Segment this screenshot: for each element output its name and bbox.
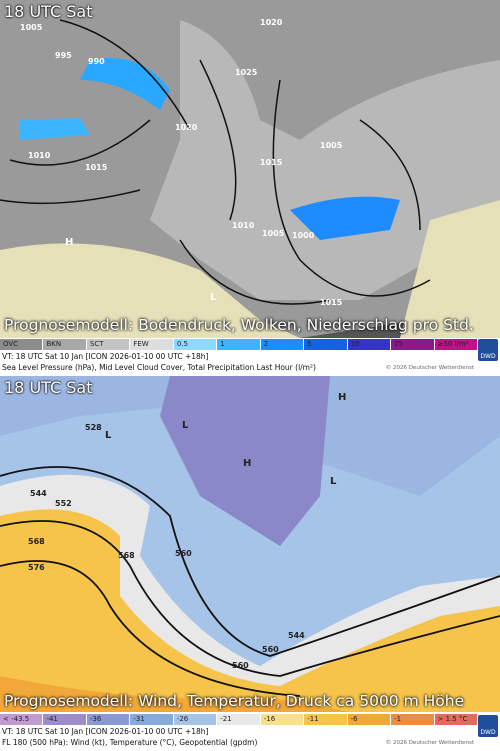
legend-item: -6	[347, 714, 392, 725]
map-label: L	[105, 430, 112, 441]
map-label: 1005	[262, 229, 285, 238]
legend-item: BKN	[43, 339, 87, 350]
copyright: © 2026 Deutscher Wetterdienst	[385, 740, 474, 746]
map-label: 1015	[320, 298, 343, 307]
map-label: 528	[85, 423, 102, 432]
map-label: 552	[55, 499, 72, 508]
caption: Prognosemodell: Wind, Temperatur, Druck …	[4, 692, 465, 710]
map-label: L	[210, 292, 217, 303]
legend-item: 5	[304, 339, 348, 350]
isobar	[0, 19, 431, 305]
map-label: 995	[55, 51, 72, 60]
precip	[290, 196, 400, 240]
panel-surface: 1005 995 990 1020 1025 1010 1015 1020 1015 1005 10…	[0, 0, 500, 374]
panel-upper-air: 528 544 552 560 568 576 560 544 560 568 L L H L H 18 U…	[0, 376, 500, 750]
time-label: 18 UTC Sat	[4, 2, 93, 21]
precip	[20, 118, 90, 140]
map-label: 544	[30, 489, 47, 498]
legend-item: -36	[86, 714, 131, 725]
land	[150, 20, 500, 300]
map-label: 560	[232, 661, 249, 670]
map-label: 1005	[20, 23, 43, 32]
map-label: 568	[118, 551, 135, 560]
legend: < -43.5 -41 -36 -31 -26 -21 -16 -11 -6 -1 > 1.5 °C	[0, 714, 478, 725]
legend-item: -31	[130, 714, 174, 725]
map-label: H	[243, 458, 251, 469]
copyright: © 2026 Deutscher Wetterdienst	[385, 365, 474, 371]
map-label: 1015	[85, 163, 108, 172]
legend-item: > 1.5 °C	[434, 714, 478, 725]
map-label: 1005	[320, 141, 343, 150]
legend-item: -16	[260, 714, 305, 725]
map-label: 576	[28, 563, 45, 572]
description: FL 180 (500 hPa): Wind (kt), Temperature…	[2, 738, 258, 747]
legend-item: FEW	[130, 339, 174, 350]
map-label: 1015	[260, 158, 283, 167]
map-label: 544	[288, 631, 305, 640]
map-label: 990	[88, 57, 105, 66]
legend-item: 2	[260, 339, 305, 350]
cold-area	[0, 376, 500, 496]
map-label: 1010	[232, 221, 255, 230]
legend-item: 10	[347, 339, 392, 350]
valid-time: VT: 18 UTC Sat 10 Jan [ICON 2026-01-10 0…	[2, 352, 209, 361]
contour	[0, 466, 500, 697]
map-label: H	[65, 237, 73, 248]
legend: OVC BKN SCT FEW 0.5 1 2 5 10 25 ≥50 l/m²	[0, 339, 478, 350]
logo: DWD	[478, 339, 498, 361]
valid-time: VT: 18 UTC Sat 10 Jan [ICON 2026-01-10 0…	[2, 727, 209, 736]
legend-item: -11	[304, 714, 348, 725]
map-label: 1000	[292, 231, 315, 240]
land-south	[0, 243, 300, 338]
map-label: 1010	[28, 151, 51, 160]
map-label: 1020	[175, 123, 198, 132]
caption: Prognosemodell: Bodendruck, Wolken, Nied…	[4, 316, 474, 334]
map-label: 568	[28, 537, 45, 546]
legend-item: -26	[173, 714, 218, 725]
legend-item: OVC	[0, 339, 44, 350]
logo: DWD	[478, 715, 498, 737]
map: 528 544 552 560 568 576 560 544 560 568 L L H L H	[0, 376, 500, 712]
map-label: L	[182, 420, 189, 431]
legend-item: -1	[391, 714, 435, 725]
land-east	[400, 200, 500, 338]
legend-item: 25	[391, 339, 435, 350]
map-label: H	[338, 392, 346, 403]
legend-item: SCT	[86, 339, 131, 350]
map-label: 1020	[260, 18, 283, 27]
map: 1005 995 990 1020 1025 1010 1015 1020 1015 1005 10…	[0, 0, 500, 338]
legend-item: -41	[43, 714, 87, 725]
legend-item: -21	[217, 714, 261, 725]
legend-item: 1	[217, 339, 261, 350]
cold-core	[160, 376, 330, 546]
legend-item: 0.5	[173, 339, 218, 350]
description: Sea Level Pressure (hPa), Mid Level Clou…	[2, 363, 316, 372]
map-label: 560	[262, 645, 279, 654]
map-label: 560	[175, 549, 192, 558]
legend-item: ≥50 l/m²	[434, 339, 478, 350]
time-label: 18 UTC Sat	[4, 378, 93, 397]
warm-core	[0, 676, 350, 712]
map-label: 1025	[235, 68, 258, 77]
legend-item: < -43.5	[0, 714, 44, 725]
map-label: L	[330, 476, 337, 487]
warm-area	[0, 509, 500, 712]
